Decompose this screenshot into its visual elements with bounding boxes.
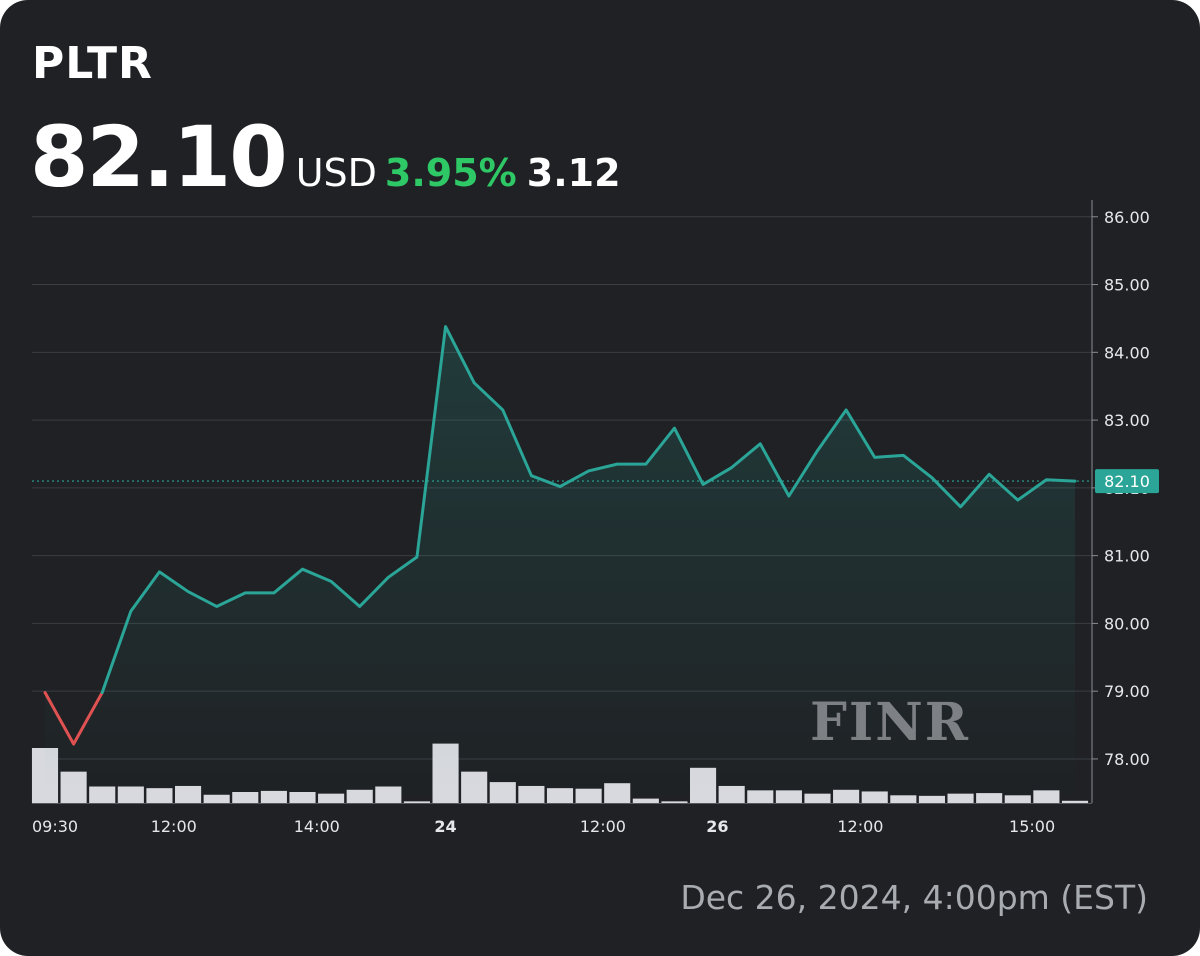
y-tick-label: 79.00 bbox=[1104, 682, 1150, 701]
x-tick-label: 24 bbox=[434, 817, 456, 836]
last-price: 82.10 bbox=[30, 108, 288, 206]
y-tick-label: 85.00 bbox=[1104, 276, 1150, 295]
price-area bbox=[45, 326, 1075, 803]
change-value: 3.12 bbox=[526, 151, 621, 195]
x-tick-label: 15:00 bbox=[1009, 817, 1055, 836]
x-tick-label: 09:30 bbox=[32, 817, 78, 836]
x-tick-label: 12:00 bbox=[580, 817, 626, 836]
y-tick-label: 86.00 bbox=[1104, 208, 1150, 227]
timestamp: Dec 26, 2024, 4:00pm (EST) bbox=[680, 878, 1148, 917]
y-tick-label: 84.00 bbox=[1104, 343, 1150, 362]
y-tick-label: 83.00 bbox=[1104, 411, 1150, 430]
current-price-label: 82.10 bbox=[1104, 472, 1150, 491]
y-tick-label: 80.00 bbox=[1104, 614, 1150, 633]
x-tick-label: 12:00 bbox=[151, 817, 197, 836]
change-percent: 3.95% bbox=[384, 151, 517, 195]
price-line bbox=[100, 325, 1077, 695]
x-tick-label: 14:00 bbox=[294, 817, 340, 836]
y-tick-label: 81.00 bbox=[1104, 547, 1150, 566]
quote-row: 82.10 USD 3.95% 3.12 bbox=[30, 108, 621, 206]
finr-watermark: FINR bbox=[810, 692, 970, 753]
price-line-down bbox=[43, 691, 104, 746]
current-price-tag bbox=[1095, 469, 1159, 494]
y-tick-label: 78.00 bbox=[1104, 750, 1150, 769]
x-tick-label: 26 bbox=[706, 817, 728, 836]
currency-label: USD bbox=[295, 151, 377, 195]
ticker-symbol: PLTR bbox=[32, 38, 153, 89]
x-tick-label: 12:00 bbox=[837, 817, 883, 836]
